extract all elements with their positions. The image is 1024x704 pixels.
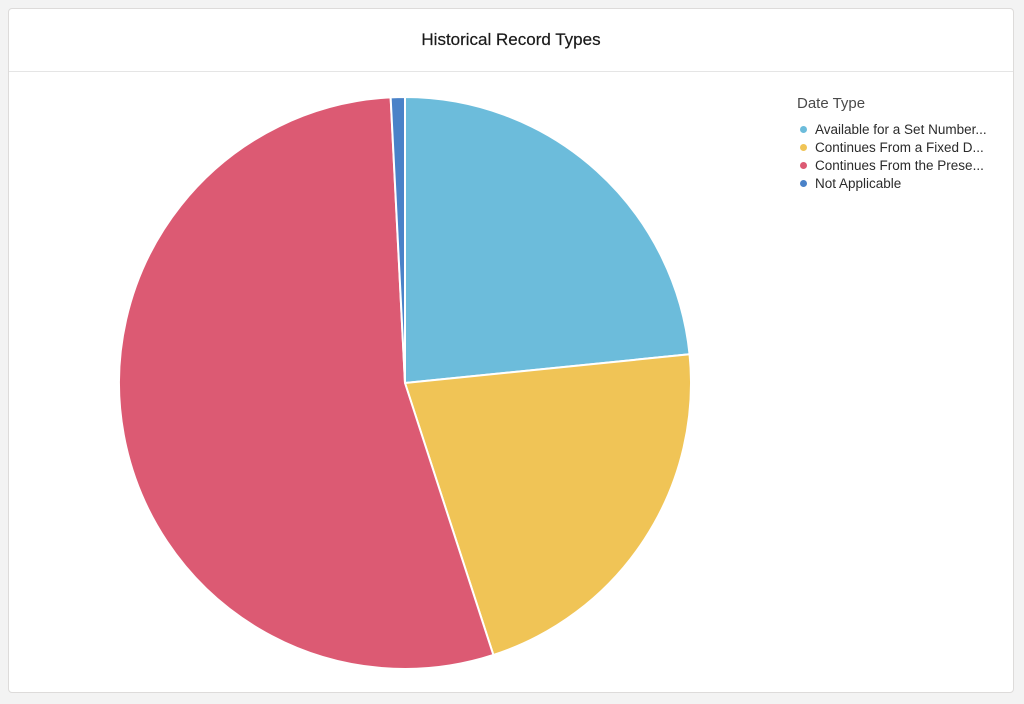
- pie-slice-1[interactable]: [404, 96, 691, 384]
- legend-dot-icon: [800, 143, 807, 151]
- pie-slice-3[interactable]: [118, 96, 495, 670]
- pie-slices: [118, 96, 692, 670]
- chart-header: Historical Record Types: [9, 9, 1013, 72]
- legend-items: Available for a Set Number... Continues F…: [797, 120, 987, 192]
- legend-item-1[interactable]: Available for a Set Number...: [797, 120, 987, 138]
- legend-label: Continues From a Fixed D...: [815, 139, 984, 155]
- pie-chart: [118, 96, 692, 670]
- legend-item-4[interactable]: Not Applicable: [797, 174, 987, 192]
- legend-label: Not Applicable: [815, 175, 902, 191]
- legend-label: Continues From the Prese...: [815, 157, 984, 173]
- pie-slice-4[interactable]: [389, 96, 406, 384]
- chart-card: Historical Record Types Date Type Availa…: [8, 8, 1014, 693]
- legend: Date Type Available for a Set Number... C…: [797, 95, 987, 192]
- legend-item-2[interactable]: Continues From a Fixed D...: [797, 138, 987, 156]
- legend-dot-icon: [800, 179, 807, 187]
- legend-dot-icon: [800, 125, 807, 133]
- chart-title: Historical Record Types: [421, 30, 601, 49]
- legend-label: Available for a Set Number...: [815, 121, 987, 137]
- legend-title: Date Type: [797, 95, 866, 112]
- pie-slice-2[interactable]: [404, 353, 692, 657]
- legend-item-3[interactable]: Continues From the Prese...: [797, 156, 987, 174]
- legend-dot-icon: [800, 161, 807, 169]
